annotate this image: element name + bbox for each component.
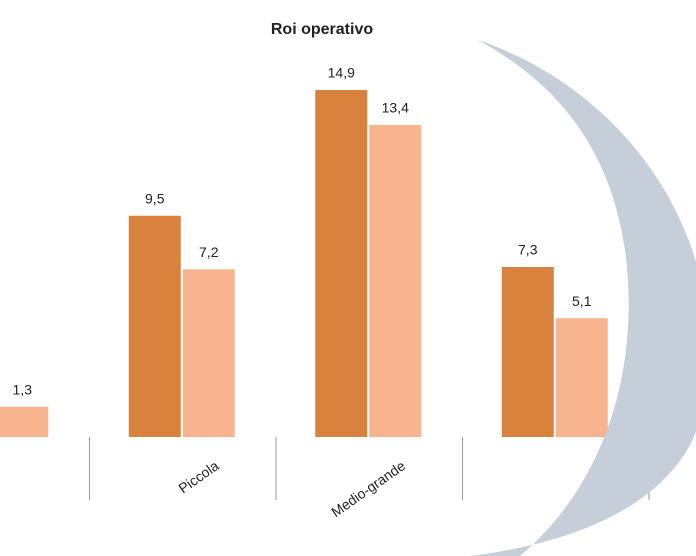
chart-title: Roi operativo: [271, 21, 373, 38]
x-tick-label: Piccola: [175, 457, 221, 496]
plot-area: 1,3 Piccola 9,5 7,2 Medio-grande 14,9 13,4 7,3 5…: [0, 65, 650, 520]
value-label: 7,3: [518, 242, 538, 258]
value-label: 14,9: [328, 65, 355, 81]
decorative-crescent: [470, 40, 696, 556]
bar: [128, 215, 181, 437]
x-tick-label: Medio-grande: [328, 457, 408, 520]
bar: [315, 90, 368, 437]
bar: [0, 406, 49, 437]
value-label: 13,4: [382, 100, 409, 116]
value-label: 9,5: [145, 190, 165, 206]
bar: [182, 269, 235, 437]
bar: [501, 266, 554, 437]
value-label: 1,3: [13, 381, 33, 397]
value-label: 7,2: [199, 244, 219, 260]
value-label: 5,1: [572, 293, 592, 309]
bar: [369, 124, 422, 437]
bar: [555, 318, 608, 437]
